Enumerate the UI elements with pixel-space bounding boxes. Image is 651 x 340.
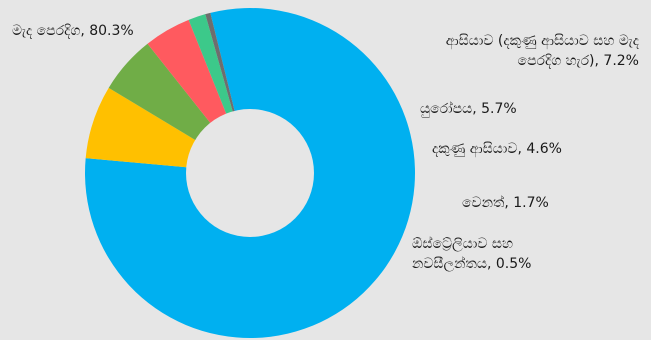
slice-label-asia-line1: ආසියාව (දකුණු ආසියාව සහ මැද [445,33,639,49]
slice-label-middle-east: මැද පෙරදිග, 80.3% [12,23,134,39]
slice-label-oceania-line2: නවසීලන්තය, 0.5% [412,256,532,272]
slice-label-europe: යුරෝපය, 5.7% [420,101,517,117]
slice-label-south-asia: දකුණු ආසියාව, 4.6% [432,141,562,157]
slice-label-oceania-line1: ඕස්ට්‍රේලියාව සහ [412,236,513,252]
donut-hole [186,109,314,237]
slice-label-other: වෙනත්, 1.7% [462,195,549,211]
slice-label-oceania: ඕස්ට්‍රේලියාව සහ නවසීලන්තය, 0.5% [412,234,531,274]
slice-label-asia: ආසියාව (දකුණු ආසියාව සහ මැද පෙරදිග හැර),… [446,31,639,71]
slice-label-asia-line2: පෙරදිග හැර), 7.2% [517,53,639,69]
